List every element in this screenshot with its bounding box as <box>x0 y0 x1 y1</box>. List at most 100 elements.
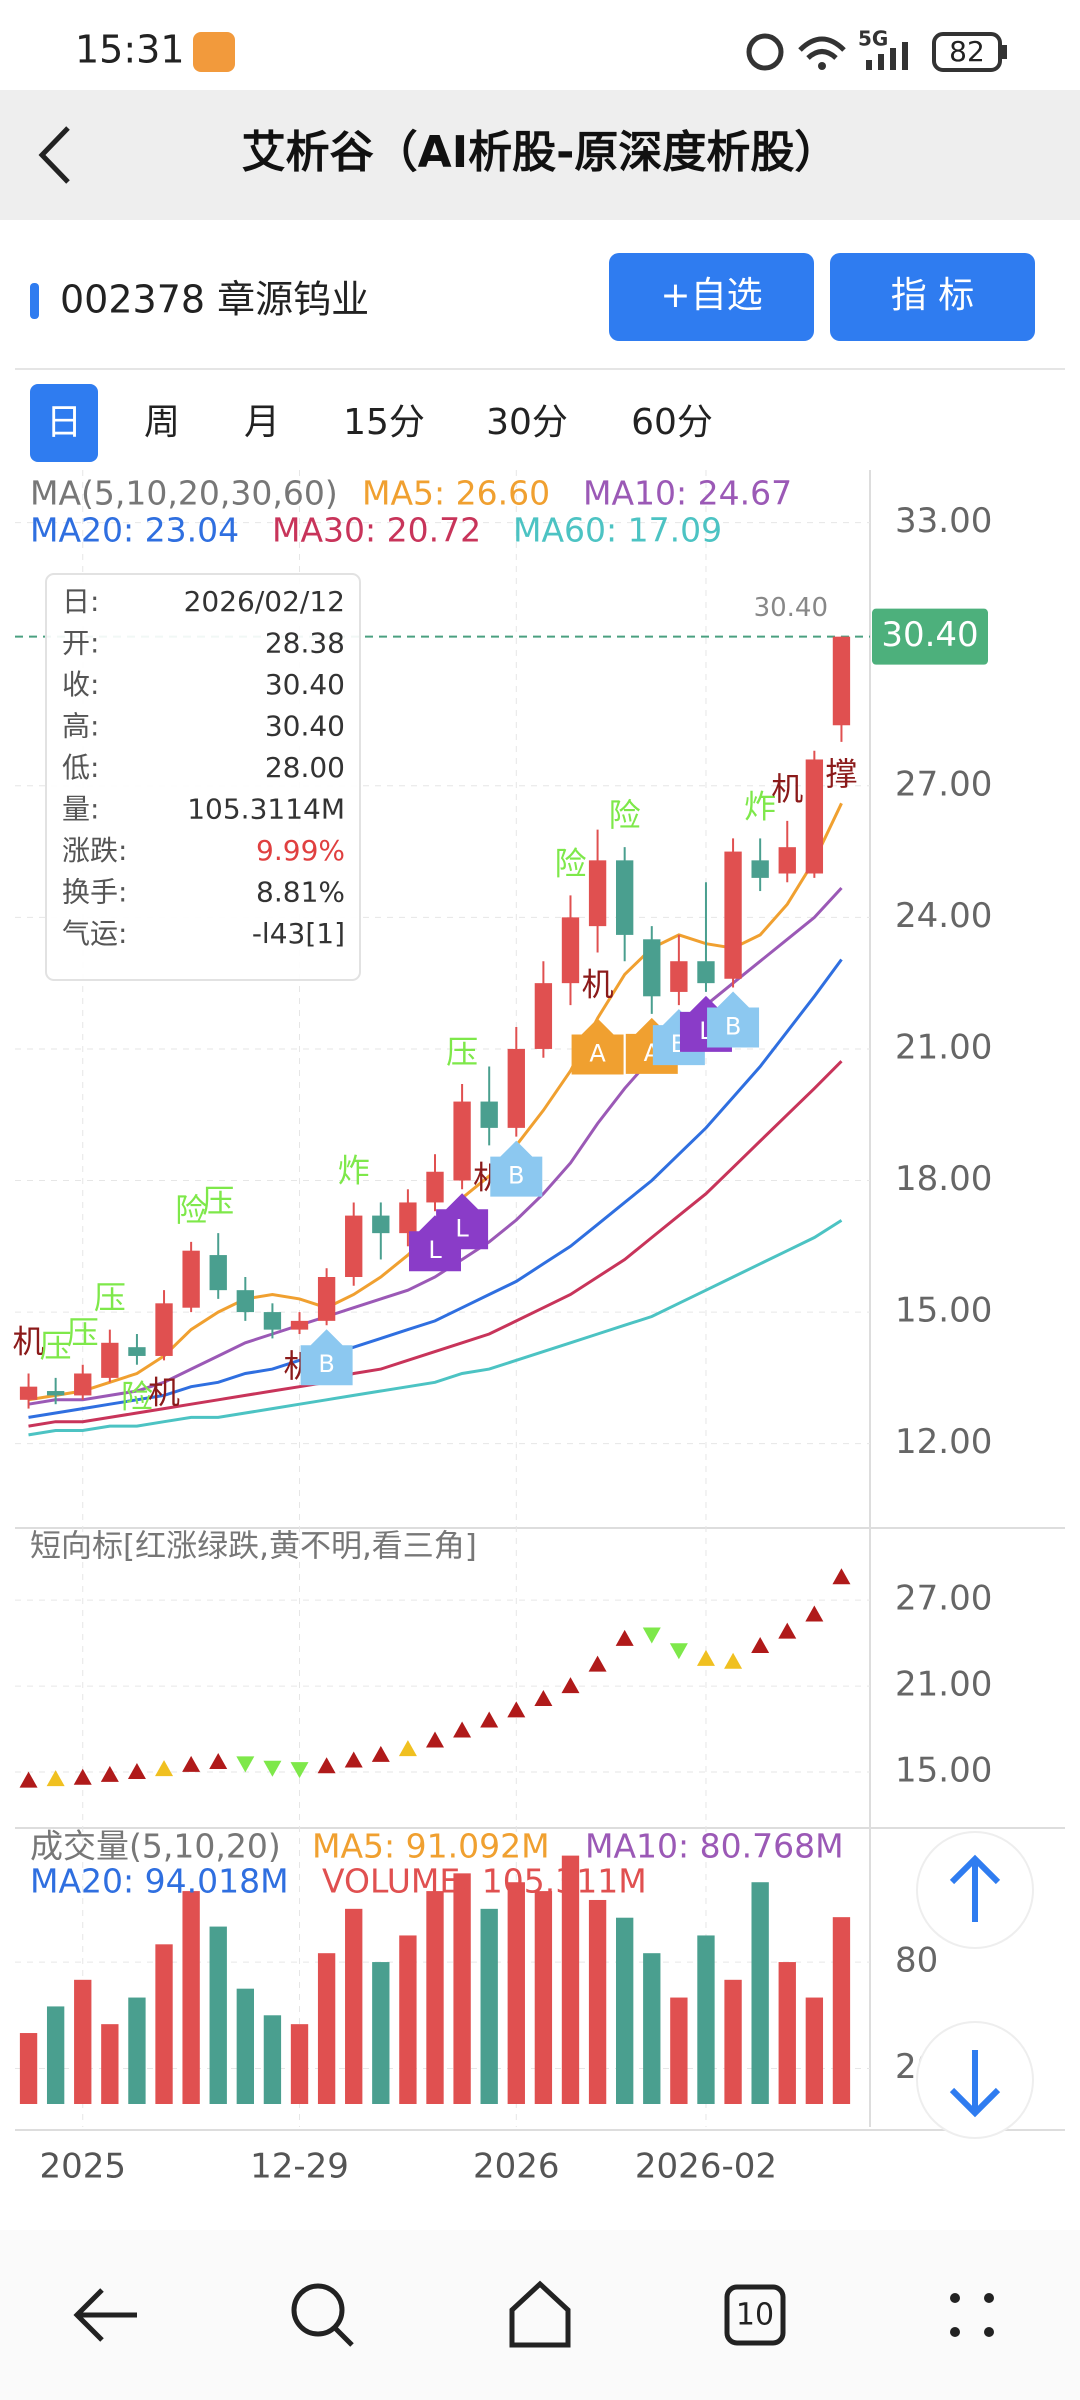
candle-body <box>209 1255 227 1291</box>
volume-bar <box>724 1979 742 2104</box>
info-value: 2026/02/12 <box>184 585 345 618</box>
tab[interactable]: 日 <box>46 402 82 443</box>
candle-body <box>561 917 580 984</box>
y-tick-label: 33.00 <box>895 501 992 541</box>
indicator-triangle <box>615 1629 634 1646</box>
indicator-triangle <box>155 1760 174 1777</box>
nav-back[interactable] <box>73 2288 137 2342</box>
ma-line <box>28 1219 843 1437</box>
candle-body <box>697 961 715 984</box>
indicator-triangle <box>263 1760 282 1777</box>
volume-bar <box>128 1997 146 2104</box>
candle-body <box>290 1320 309 1330</box>
indicator-triangle <box>832 1568 851 1585</box>
signal-label: 机 <box>771 770 803 808</box>
y-tick-label: 15.00 <box>895 1291 992 1331</box>
signal-label: 压 <box>202 1182 234 1220</box>
volume-bar <box>263 2015 282 2104</box>
app-icon <box>193 32 235 72</box>
info-value: 28.00 <box>265 751 345 784</box>
info-label: 气运: <box>62 917 127 950</box>
volume-bar <box>561 1855 580 2104</box>
stock-name: 002378 章源钨业 <box>60 278 369 322</box>
volume-bar <box>46 2006 65 2104</box>
tab[interactable]: 60分 <box>631 402 713 443</box>
y-tick-label: 80 <box>895 1941 938 1981</box>
signal-label: 险 <box>554 844 586 882</box>
action-button[interactable] <box>609 253 814 341</box>
info-panel <box>45 573 361 981</box>
tab[interactable]: 15分 <box>343 402 425 443</box>
volume-bar <box>317 1953 336 2104</box>
candle-body <box>426 1171 444 1203</box>
wifi-icon <box>798 36 846 60</box>
info-value: 105.3114M <box>187 793 345 826</box>
tab-selected[interactable] <box>30 384 98 462</box>
volume-bar <box>778 1962 796 2104</box>
y-tick-label: 27.00 <box>895 1579 992 1619</box>
x-tick-label: 2026 <box>473 2147 560 2187</box>
battery-level: 82 <box>949 35 985 68</box>
info-label: 换手: <box>62 876 127 909</box>
signal-label: 压 <box>446 1033 478 1071</box>
last-price-tag <box>872 608 988 665</box>
arrow-up <box>949 1854 1001 1922</box>
ma-line <box>28 958 843 1419</box>
status-time: 15:31 <box>75 28 185 72</box>
status-bar <box>0 0 1080 90</box>
info-value: 30.40 <box>265 710 345 743</box>
indicator-triangle <box>561 1677 580 1694</box>
candle-body <box>19 1386 38 1400</box>
action-button[interactable] <box>830 253 1035 341</box>
candle-body <box>453 1101 471 1181</box>
indicator-triangle <box>236 1756 255 1773</box>
indicator-triangle <box>290 1762 309 1779</box>
indicator-triangle <box>696 1649 715 1666</box>
volume-title: 成交量(5,10,20) <box>30 1827 281 1866</box>
signal-label: 机 <box>148 1373 180 1411</box>
nav-home[interactable] <box>509 2280 571 2348</box>
arrow-down <box>949 2050 1001 2118</box>
indicator-triangle <box>751 1636 770 1653</box>
volume-bar <box>399 1935 417 2104</box>
volume-bar <box>832 1917 851 2104</box>
candle-body <box>778 847 796 874</box>
network-label: 5G <box>858 27 888 51</box>
info-value: 8.81% <box>256 876 345 909</box>
indicator-triangle <box>778 1622 797 1639</box>
candle-body <box>670 961 688 992</box>
nav-menu[interactable] <box>950 2293 994 2337</box>
back-button[interactable] <box>38 126 70 184</box>
info-value: 30.40 <box>265 668 345 701</box>
last-price-note: 30.40 <box>754 593 828 623</box>
nav-tabs-count: 10 <box>736 2298 774 2333</box>
signal-label: 压 <box>40 1327 72 1365</box>
signal-label: 炸 <box>338 1151 370 1189</box>
indicator-triangle <box>669 1643 688 1660</box>
signal-bubble <box>571 1018 624 1075</box>
indicator-triangle <box>127 1763 146 1780</box>
signal-bubble-label: B <box>318 1350 334 1378</box>
indicator-triangle <box>426 1731 444 1748</box>
signal-bubble <box>436 1193 489 1250</box>
volume-legend-item: MA5: 91.092M <box>312 1827 550 1866</box>
nav-search[interactable] <box>291 2283 345 2337</box>
tab[interactable]: 周 <box>144 402 180 443</box>
tab[interactable]: 月 <box>244 402 280 443</box>
action-button-label: +自选 <box>660 275 762 316</box>
ma-legend-item: MA10: 24.67 <box>583 474 792 513</box>
candle-body <box>372 1215 390 1234</box>
signal-bubble <box>300 1329 353 1386</box>
nav-tabs[interactable] <box>724 2284 786 2346</box>
candle-body <box>751 860 769 878</box>
tab[interactable]: 30分 <box>486 402 568 443</box>
candle-body <box>480 1101 498 1128</box>
signal-label: 机 <box>582 965 614 1003</box>
indicator-triangle <box>317 1757 336 1774</box>
ma-legend-item: MA60: 17.09 <box>513 511 722 550</box>
nav-search-handle <box>333 2326 354 2347</box>
nav-bar <box>0 2230 1080 2400</box>
candle-body <box>724 851 742 979</box>
x-tick-label: 12-29 <box>250 2147 349 2187</box>
volume-bar <box>426 1891 444 2104</box>
